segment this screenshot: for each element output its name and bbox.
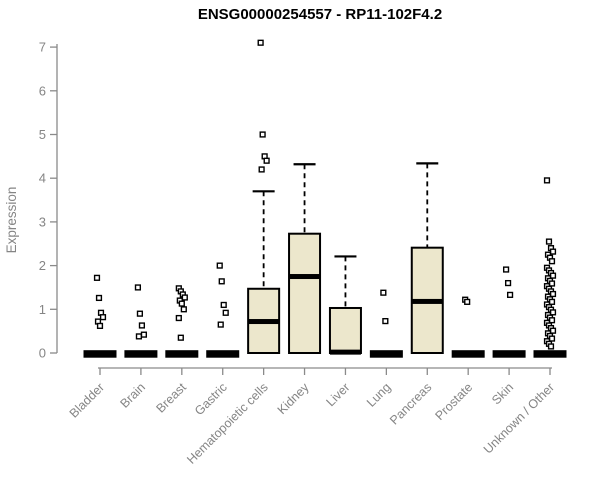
x-tick-label-unknown-other: Unknown / Other <box>481 380 557 456</box>
plot-area: 0 1 2 3 4 5 6 7 Bladder Brain Breast GastricHematop… <box>39 40 567 467</box>
bladder-outlier-point <box>99 314 107 321</box>
gastric-outlier-point <box>218 278 225 285</box>
brain-outlier-point <box>138 322 146 329</box>
lung-outlier-point <box>380 289 387 296</box>
breast-outlier-point <box>177 334 184 341</box>
y-tick-label: 2 <box>39 258 46 273</box>
unknown-other-outlier-point <box>549 272 557 279</box>
brain-collapsed-box <box>124 350 158 358</box>
hematopoietic-cells-outlier-point <box>258 166 265 173</box>
brain-outlier-point <box>136 310 144 317</box>
unknown-other-outlier-point <box>548 298 556 305</box>
gastric-outlier-point <box>220 301 227 309</box>
chart-title: ENSG00000254557 - RP11-102F4.2 <box>198 6 442 23</box>
x-tick-label-brain: Brain <box>117 380 148 411</box>
prostate-outlier-point <box>464 298 471 305</box>
brain-outlier-point <box>134 284 142 291</box>
y-tick-label: 4 <box>39 171 46 186</box>
unknown-other-outlier-point <box>549 248 557 255</box>
unknown-other-outlier-point <box>545 238 553 245</box>
y-tick-label: 3 <box>39 214 46 229</box>
x-tick-label-prostate: Prostate <box>432 380 475 423</box>
skin-outlier-point <box>502 266 510 273</box>
liver-median <box>329 349 361 355</box>
prostate-collapsed-box <box>451 350 485 358</box>
unknown-other-collapsed-box <box>533 350 567 358</box>
kidney-median <box>289 274 321 280</box>
unknown-other-outlier-point <box>548 280 556 287</box>
gastric-outlier-point <box>216 262 223 269</box>
hematopoietic-cells-outlier-point <box>259 131 266 138</box>
liver-box <box>328 306 362 355</box>
y-tick-label: 6 <box>39 83 46 98</box>
unknown-other-outlier-point <box>543 177 551 184</box>
skin-outlier-point <box>504 279 512 287</box>
x-tick-label-liver: Liver <box>324 380 353 409</box>
x-tick-label-pancreas: Pancreas <box>387 380 434 427</box>
gastric-outlier-point <box>222 309 229 316</box>
breast-outlier-point <box>178 300 185 307</box>
y-tick-label: 7 <box>39 40 46 55</box>
x-tick-label-hematopoietic-cells: Hematopoietic cells <box>184 380 271 467</box>
x-tick-label-lung: Lung <box>364 380 394 410</box>
hematopoietic-cells-median <box>248 319 280 325</box>
hematopoietic-cells-outlier-point <box>257 39 264 46</box>
unknown-other-outlier-point <box>548 317 556 324</box>
brain-outlier-point <box>140 331 148 338</box>
y-tick-label: 1 <box>39 302 46 317</box>
gastric-outlier-point <box>217 321 224 328</box>
breast-outlier-point <box>180 306 187 313</box>
gastric-collapsed-box <box>206 350 240 358</box>
unknown-other-outlier-point <box>548 258 556 265</box>
y-axis-label: Expression <box>4 187 19 254</box>
bladder-outlier-point <box>96 322 104 330</box>
bladder-outlier-point <box>93 274 101 281</box>
y-tick-label: 5 <box>39 127 46 142</box>
lung-outlier-point <box>382 317 389 325</box>
unknown-other-outlier-point <box>547 343 555 350</box>
pancreas-median <box>411 298 443 304</box>
hematopoietic-cells-outlier-point <box>263 157 270 164</box>
unknown-other-outlier-point <box>549 327 557 334</box>
breast-outlier-point <box>181 294 188 301</box>
brain-outlier-point <box>135 333 143 340</box>
unknown-other-outlier-point <box>549 290 557 298</box>
skin-collapsed-box <box>492 350 526 358</box>
kidney-box <box>288 232 322 355</box>
x-tick-label-breast: Breast <box>153 380 189 416</box>
bladder-outlier-point <box>95 294 103 302</box>
lung-collapsed-box <box>369 350 403 358</box>
x-tick-label-kidney: Kidney <box>275 380 312 417</box>
unknown-other-outlier-point <box>549 309 557 316</box>
breast-outlier-point <box>175 314 182 322</box>
bladder-collapsed-box <box>83 350 117 358</box>
y-tick-label: 0 <box>39 346 46 361</box>
skin-outlier-point <box>506 291 514 298</box>
x-tick-label-gastric: Gastric <box>192 380 230 418</box>
unknown-other-outlier-point <box>548 335 556 342</box>
breast-collapsed-box <box>165 350 199 358</box>
x-tick-label-skin: Skin <box>489 380 516 407</box>
x-tick-label-bladder: Bladder <box>67 380 107 420</box>
